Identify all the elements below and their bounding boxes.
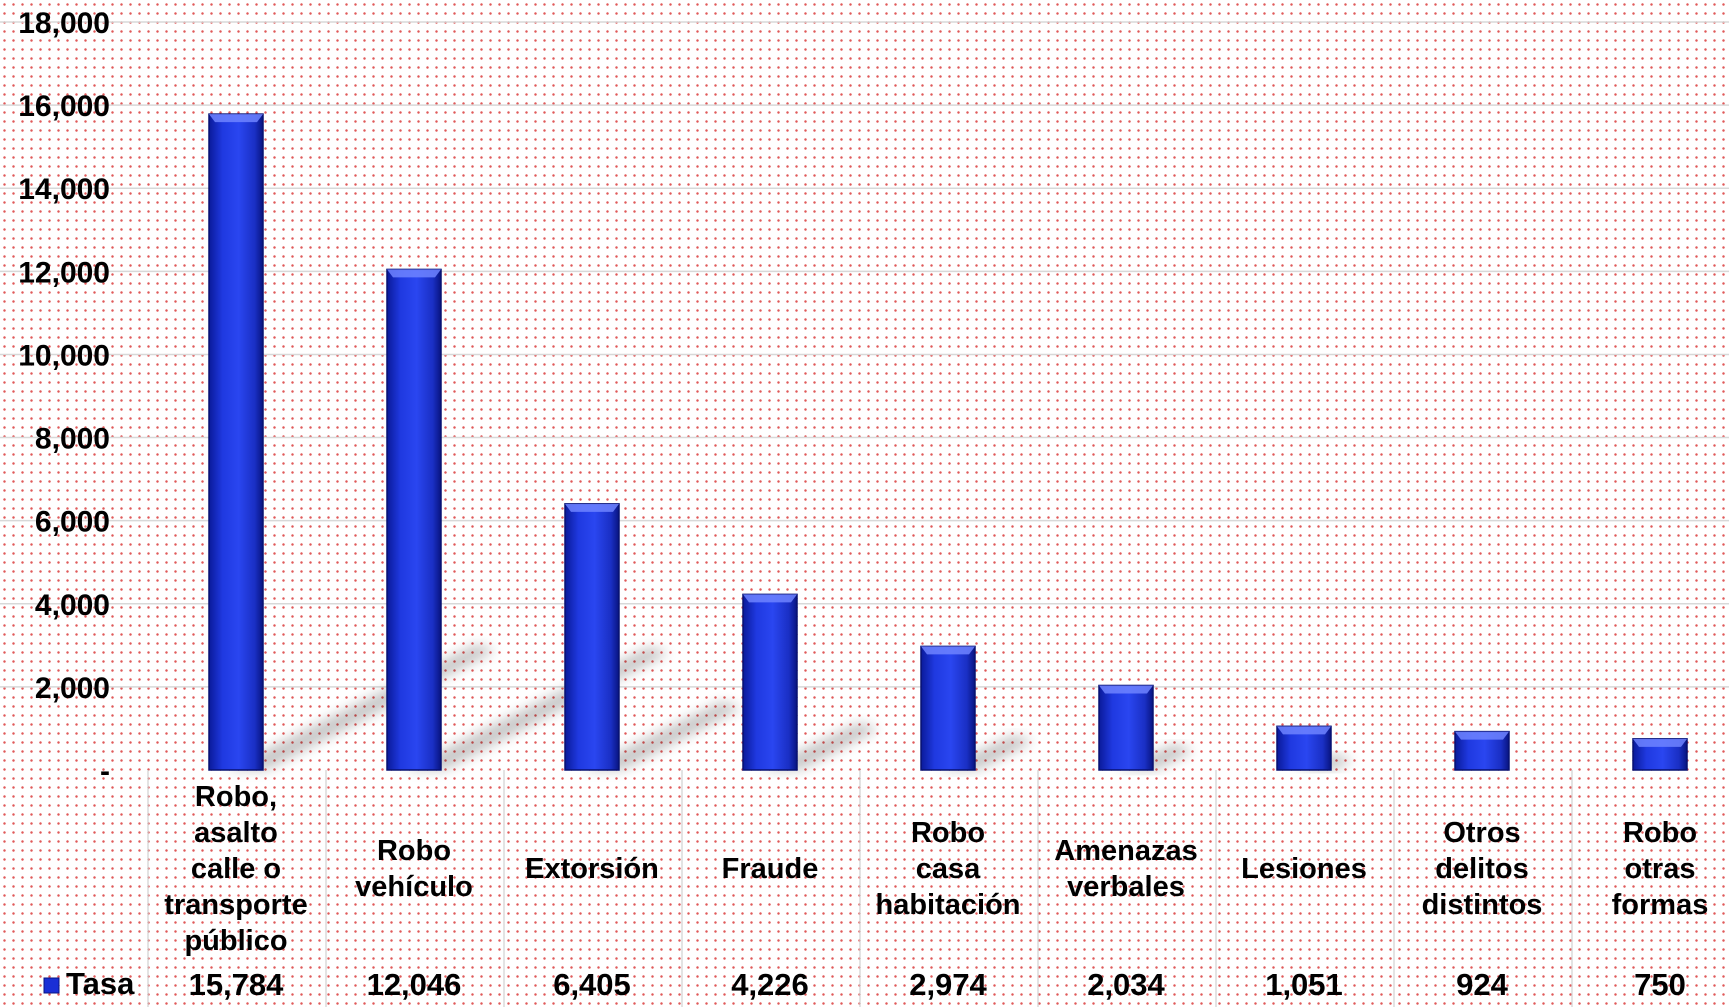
x-tick-label: Robo casa habitación xyxy=(875,817,1020,921)
x-tick-label-line: Robo, xyxy=(195,781,277,813)
bar-cap xyxy=(1277,726,1331,735)
x-tick-label: Lesiones xyxy=(1241,853,1367,885)
y-tick-label: 12,000 xyxy=(18,256,110,289)
y-tick-label: 2,000 xyxy=(35,672,110,705)
data-label: 15,784 xyxy=(189,967,285,1002)
x-tick-label: Fraude xyxy=(722,853,819,885)
legend-label: Tasa xyxy=(66,966,135,1001)
bar xyxy=(564,503,620,771)
x-tick-label-line: Robo xyxy=(911,817,985,849)
bar-cap xyxy=(387,269,441,278)
bar-cap xyxy=(565,503,619,512)
x-tick-label-line: transporte xyxy=(164,889,307,921)
x-tick-label-line: Otros xyxy=(1443,817,1520,849)
bar xyxy=(742,593,798,771)
x-tick-label-line: Amenazas xyxy=(1054,835,1197,867)
x-tick-label-line: calle o xyxy=(191,853,281,885)
data-label: 12,046 xyxy=(367,967,462,1002)
x-tick-label: Amenazas verbales xyxy=(1054,835,1197,903)
bar xyxy=(386,268,442,771)
bar-shadow xyxy=(582,701,742,770)
bar-cap xyxy=(921,646,975,655)
y-tick-label: 8,000 xyxy=(35,423,110,456)
x-tick-label-line: habitación xyxy=(875,889,1020,921)
x-tick-label-line: distintos xyxy=(1422,889,1543,921)
x-tick-label-line: Robo xyxy=(377,835,451,867)
x-tick-label-line: casa xyxy=(916,853,981,885)
y-tick-label: 18,000 xyxy=(18,7,110,40)
legend: Tasa xyxy=(43,966,135,1001)
y-tick-label: 6,000 xyxy=(35,506,110,539)
x-tick-label-line: otras xyxy=(1625,853,1696,885)
bar-cap xyxy=(1633,738,1687,747)
y-tick-label: 4,000 xyxy=(35,589,110,622)
legend-swatch xyxy=(43,977,60,994)
y-tick-label: 16,000 xyxy=(18,90,110,123)
data-table xyxy=(147,770,1573,1007)
bar xyxy=(208,113,264,771)
x-tick-label-line: formas xyxy=(1612,889,1709,921)
x-tick-label-line: delitos xyxy=(1435,853,1528,885)
x-tick-label: Robo, asalto calle o transporte público xyxy=(164,781,307,957)
x-tick-label-line: verbales xyxy=(1067,871,1185,903)
data-label: 924 xyxy=(1456,967,1508,1002)
y-axis-ticks: - 2,000 4,000 6,000 8,000 10,000 12,000 14,000 1… xyxy=(18,7,110,788)
x-tick-label: Extorsión xyxy=(525,853,659,885)
x-tick-label: Robo vehículo xyxy=(355,835,473,903)
x-tick-label-line: Lesiones xyxy=(1241,853,1367,885)
bar-cap xyxy=(1455,731,1509,740)
bar-cap xyxy=(1099,685,1153,694)
x-tick-label-line: vehículo xyxy=(355,871,473,903)
bar-cap xyxy=(209,114,263,123)
value-labels: 15,784 12,046 6,405 4,226 2,974 2,034 1,051 924… xyxy=(189,967,1686,1002)
bars xyxy=(208,113,1688,771)
x-tick-label-line: Fraude xyxy=(722,853,819,885)
bar xyxy=(920,645,976,771)
x-tick-label-line: Robo xyxy=(1623,817,1697,849)
data-label: 1,051 xyxy=(1265,967,1343,1002)
data-label: 2,034 xyxy=(1087,967,1165,1002)
x-tick-label: Otros delitos distintos xyxy=(1422,817,1543,921)
x-tick-label-line: Extorsión xyxy=(525,853,659,885)
bar-cap xyxy=(743,594,797,603)
x-tick-label-line: público xyxy=(184,925,287,957)
bar xyxy=(1098,684,1154,771)
y-tick-label: 14,000 xyxy=(18,173,110,206)
data-label: 750 xyxy=(1634,967,1686,1002)
data-label: 6,405 xyxy=(553,967,631,1002)
y-tick-label: - xyxy=(100,755,110,788)
y-tick-label: 10,000 xyxy=(18,339,110,372)
data-label: 2,974 xyxy=(909,967,987,1002)
data-label: 4,226 xyxy=(731,967,809,1002)
category-labels: Robo, asalto calle o transporte público Robo v… xyxy=(164,781,1708,957)
x-tick-label-line: asalto xyxy=(194,817,278,849)
x-tick-label: Robo otras formas xyxy=(1612,817,1709,921)
gridlines xyxy=(0,21,1729,688)
